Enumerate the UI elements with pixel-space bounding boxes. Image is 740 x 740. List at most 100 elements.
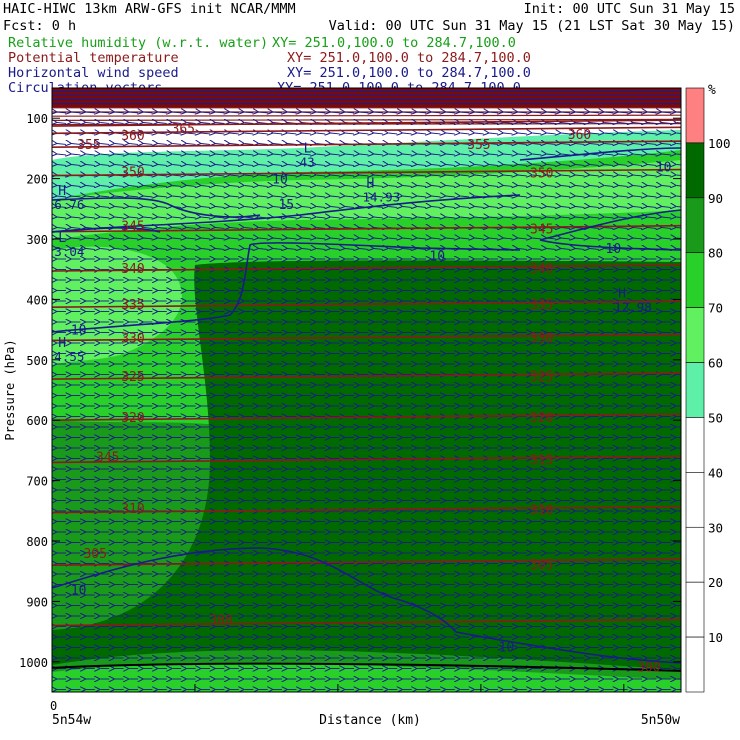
wind-vector [374,186,383,187]
wind-vector [359,154,369,155]
wind-vector [316,154,326,155]
wind-vector [201,228,211,229]
wind-vector [388,112,398,113]
wind-vector [230,154,239,155]
wind-vector [388,207,398,208]
wind-vector [287,207,297,208]
wind-vector [388,238,398,239]
wind-vector [431,196,441,197]
theta-label: 350 [121,165,144,180]
wind-vector [115,196,124,197]
wind-vector [417,186,427,187]
wind-vector [547,144,556,145]
wind-label: 10 [272,173,288,188]
wind-vector [331,238,340,239]
wind-vector [633,112,643,113]
colorbar-swatch [685,87,705,144]
wind-vector [273,207,283,208]
y-tick-label: 1000 [19,656,48,670]
wind-vector [115,249,124,250]
wind-vector [647,144,657,145]
wind-vector [187,165,196,166]
wind-vector [316,196,326,197]
wind-vector [331,165,340,166]
wind-vector [662,154,671,155]
wind-vector [518,144,527,145]
wind-vector [417,133,427,134]
wind-vector [446,238,455,239]
wind-vector [273,228,283,229]
wind-vector [230,196,239,197]
wind-vector [561,154,571,155]
wind-vector [86,186,95,187]
wind-vector [158,249,167,250]
wind-vector [86,238,95,239]
theta-label: 335 [121,298,144,313]
wind-vector [316,175,326,176]
wind-vector [244,238,254,239]
theta-label: 340 [530,262,553,277]
wind-vector [388,217,398,218]
wind-vector [619,123,628,124]
wind-vector [475,165,484,166]
wind-vector [100,186,110,187]
x-right-endpoint: 5n50w [641,713,680,728]
wind-vector [604,186,614,187]
wind-label: 10 [656,161,672,176]
wind-vector [446,196,455,197]
wind-vector [331,112,340,113]
wind-vector [57,154,67,155]
wind-vector [115,144,124,145]
wind-vector [561,144,571,145]
wind-vector [187,249,196,250]
wind-vector [86,144,95,145]
wind-vector [575,144,585,145]
wind-vector [273,154,283,155]
wind-vector [633,238,643,239]
wind-vector [273,238,283,239]
wind-vector [230,112,239,113]
wind-vector [604,123,614,124]
wind-vector [172,112,182,113]
wind-vector [230,207,239,208]
colorbar: 10 20 30 40 50 60 70 80 90 100 [685,87,731,693]
wind-vector [273,196,283,197]
theta-label: 360 [568,128,591,143]
wind-vector [86,207,95,208]
wind-vector [647,186,657,187]
wind-vector [187,186,196,187]
wind-vector [172,133,182,134]
theta-label: 330 [121,331,144,346]
wind-vector [273,175,283,176]
wind-vector [532,238,542,239]
wind-vector [489,217,499,218]
colorbar-swatch [685,252,705,308]
wind-vector [532,175,542,176]
wind-vector [590,207,599,208]
wind-vector [460,112,470,113]
wind-vector [431,112,441,113]
wind-vector [172,217,182,218]
wind-vector [561,123,571,124]
wind-vector [619,165,628,166]
wind-vector [143,144,153,145]
wind-vector [547,196,556,197]
wind-vector [187,133,196,134]
wind-vector [633,228,643,229]
wind-vector [187,217,196,218]
title-left: HAIC-HIWC 13km ARW-GFS init NCAR/MMM [3,1,296,17]
wind-vector [100,249,110,250]
wind-vector [201,133,211,134]
colorbar-swatch [685,362,705,418]
extremum-value: 6.76 [54,197,84,212]
wind-vector [187,112,196,113]
wind-vector [518,207,527,208]
colorbar-label: 10 [708,630,723,645]
theta-label: 355 [467,138,490,153]
wind-vector [518,186,527,187]
wind-vector [172,154,182,155]
wind-vector [273,133,283,134]
wind-vector [561,196,571,197]
wind-vector [518,123,527,124]
wind-vector [417,165,427,166]
